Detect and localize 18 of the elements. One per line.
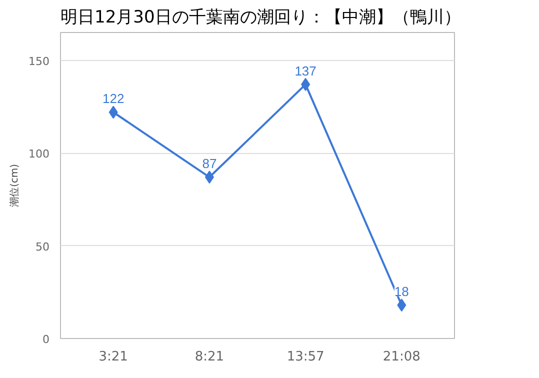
point	[397, 298, 406, 312]
data-label: 87	[202, 156, 217, 172]
y-axis-title: 潮位(cm)	[8, 164, 21, 208]
x-tick-label: 21:08	[382, 350, 420, 364]
x-tick-label: 13:57	[286, 350, 324, 364]
data-label: 137	[294, 63, 316, 78]
point	[204, 170, 214, 184]
y-tick-label: 0	[42, 333, 50, 346]
x-tick-label: 8:21	[194, 350, 224, 364]
point	[108, 106, 118, 119]
y-tick-label: 50	[36, 240, 50, 254]
chart-title: 明日12月30日の千葉南の潮回り：【中潮】（鴨川）	[60, 8, 461, 28]
point	[301, 78, 310, 91]
x-tick-label: 3:21	[98, 350, 128, 364]
data-label: 122	[102, 91, 124, 106]
y-tick-label: 150	[28, 54, 50, 68]
y-tick-label: 100	[28, 148, 50, 161]
data-label: 18	[394, 284, 409, 300]
